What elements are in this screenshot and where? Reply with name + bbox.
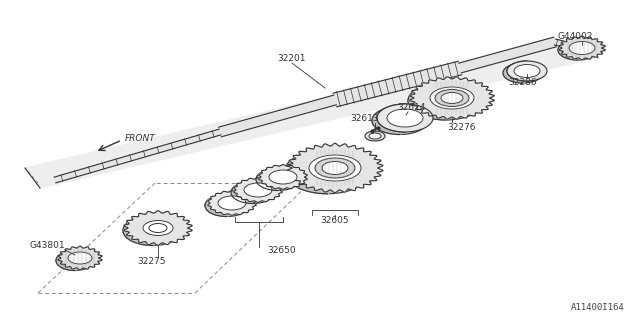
Ellipse shape (149, 223, 167, 233)
Ellipse shape (558, 40, 598, 60)
Ellipse shape (322, 162, 348, 174)
Ellipse shape (264, 172, 292, 187)
Ellipse shape (239, 186, 267, 199)
Text: 32275: 32275 (138, 258, 166, 267)
Text: A11400I164: A11400I164 (572, 303, 625, 312)
Ellipse shape (569, 42, 595, 54)
Text: 32286: 32286 (509, 77, 537, 86)
Polygon shape (554, 39, 596, 55)
Ellipse shape (387, 109, 423, 127)
Ellipse shape (309, 155, 361, 181)
Ellipse shape (256, 169, 300, 190)
Text: FRONT: FRONT (125, 133, 156, 142)
Polygon shape (25, 38, 595, 188)
Polygon shape (259, 165, 307, 189)
Ellipse shape (377, 104, 433, 132)
Ellipse shape (430, 87, 474, 109)
Polygon shape (559, 36, 605, 60)
Ellipse shape (510, 67, 536, 79)
Polygon shape (503, 61, 527, 83)
Ellipse shape (63, 254, 87, 267)
Polygon shape (372, 104, 405, 134)
Polygon shape (56, 248, 80, 270)
Ellipse shape (441, 92, 463, 103)
Text: 32614: 32614 (397, 102, 426, 111)
Ellipse shape (269, 170, 297, 184)
Text: 32613: 32613 (351, 114, 380, 123)
Polygon shape (54, 129, 221, 183)
Text: G44002: G44002 (557, 31, 593, 41)
Ellipse shape (205, 195, 249, 217)
Polygon shape (285, 146, 335, 194)
Ellipse shape (218, 196, 246, 210)
Polygon shape (123, 213, 158, 245)
Text: 32650: 32650 (268, 245, 296, 254)
Ellipse shape (213, 198, 241, 212)
Text: G43801: G43801 (29, 241, 65, 250)
Ellipse shape (143, 220, 173, 236)
Polygon shape (459, 37, 556, 73)
Text: 32276: 32276 (448, 123, 476, 132)
Polygon shape (287, 143, 383, 193)
Ellipse shape (369, 133, 381, 139)
Ellipse shape (301, 159, 353, 185)
Ellipse shape (514, 65, 540, 77)
Polygon shape (205, 192, 232, 217)
Ellipse shape (138, 223, 168, 238)
Ellipse shape (408, 82, 484, 120)
Polygon shape (408, 79, 452, 120)
Polygon shape (256, 166, 283, 190)
Ellipse shape (231, 181, 275, 204)
Polygon shape (558, 38, 582, 60)
Ellipse shape (365, 131, 385, 141)
Text: 32201: 32201 (278, 53, 307, 62)
Polygon shape (124, 211, 192, 245)
Polygon shape (219, 95, 337, 137)
Ellipse shape (372, 107, 428, 134)
Polygon shape (58, 246, 102, 270)
Ellipse shape (507, 61, 547, 81)
Polygon shape (410, 77, 494, 119)
Ellipse shape (382, 111, 418, 130)
Ellipse shape (285, 150, 371, 194)
Ellipse shape (56, 251, 94, 270)
Polygon shape (208, 191, 256, 215)
Ellipse shape (244, 183, 272, 197)
Ellipse shape (435, 90, 469, 107)
Ellipse shape (424, 90, 468, 112)
Ellipse shape (123, 215, 183, 245)
Text: 32605: 32605 (321, 215, 349, 225)
Polygon shape (231, 179, 258, 204)
Ellipse shape (565, 44, 591, 57)
Polygon shape (333, 61, 461, 107)
Ellipse shape (68, 252, 92, 264)
Ellipse shape (503, 63, 543, 83)
Polygon shape (234, 178, 282, 202)
Ellipse shape (315, 158, 355, 178)
